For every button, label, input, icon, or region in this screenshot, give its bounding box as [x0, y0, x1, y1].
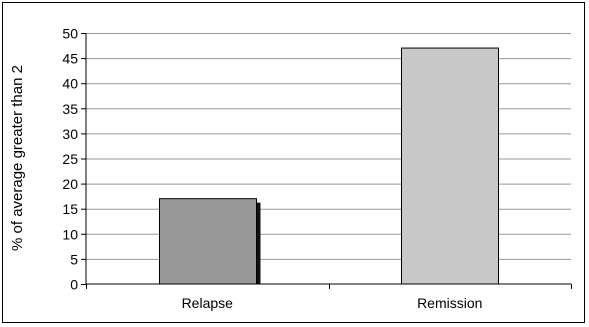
x-tick-label-remission: Remission [417, 295, 482, 311]
bars [159, 47, 499, 285]
y-tick-label: 10 [62, 226, 78, 242]
y-axis-title: % of average greater than 2 [9, 65, 26, 251]
y-tick-label: 20 [62, 176, 78, 192]
bar-remission [401, 47, 499, 285]
y-tick-label: 30 [62, 126, 78, 142]
y-tick-label: 5 [70, 251, 78, 267]
x-ticks: Relapse Remission [86, 284, 572, 311]
y-tick-label: 0 [70, 277, 78, 293]
y-tick-label: 40 [62, 76, 78, 92]
y-ticks: 0 5 10 15 20 25 30 35 40 45 50 [62, 26, 86, 293]
y-tick-label: 15 [62, 201, 78, 217]
y-tick-label: 50 [62, 26, 78, 42]
bar-shadow-relapse [256, 202, 261, 284]
y-tick-label: 35 [62, 101, 78, 117]
x-tick-label-relapse: Relapse [182, 295, 234, 311]
y-tick-label: 25 [62, 151, 78, 167]
y-tick-label: 45 [62, 51, 78, 67]
bar-relapse [159, 198, 257, 285]
